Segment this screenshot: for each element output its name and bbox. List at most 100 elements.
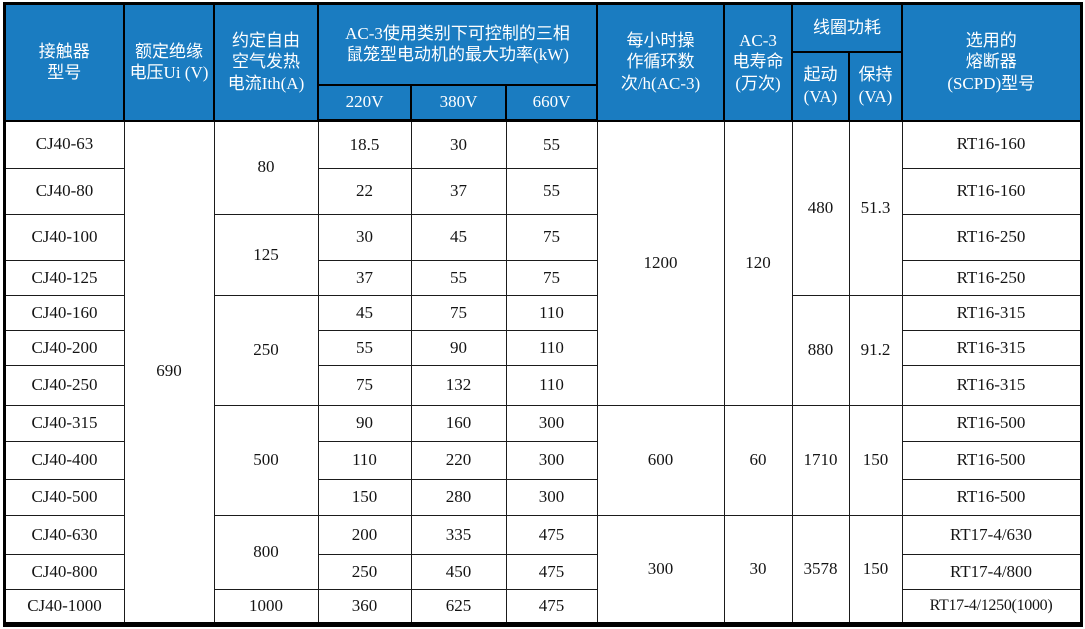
kw-380-cell: 335 [410, 515, 507, 555]
ui-cell: 690 [123, 120, 215, 625]
kw-220-cell: 360 [317, 589, 412, 625]
coil-hold-cell: 150 [848, 515, 903, 625]
kw-380-cell: 30 [410, 120, 507, 169]
header-coil-hold: 保持 (VA) [848, 50, 903, 122]
ith-cell: 800 [213, 515, 319, 590]
cycles-cell: 1200 [596, 120, 725, 406]
table-row: CJ40-800 250 450 475 RT17-4/800 [3, 554, 1082, 590]
fuse-cell: RT16-500 [901, 479, 1082, 516]
life-cell: 60 [723, 405, 793, 516]
header-380v: 380V [410, 83, 507, 122]
model-cell: CJ40-125 [3, 260, 125, 296]
kw-220-cell: 110 [317, 441, 412, 480]
kw-380-cell: 55 [410, 260, 507, 296]
model-cell: CJ40-315 [3, 405, 125, 442]
coil-hold-cell: 91.2 [848, 295, 903, 406]
kw-220-cell: 22 [317, 168, 412, 215]
kw-220-cell: 150 [317, 479, 412, 516]
fuse-cell: RT16-500 [901, 441, 1082, 480]
header-row-3: 220V 380V 660V [4, 83, 1081, 122]
header-electrical-life: AC-3 电寿命 (万次) [723, 2, 793, 122]
header-coil-start: 起动 (VA) [791, 50, 850, 122]
table-header: 接触器 型号 额定绝缘 电压Ui (V) 约定自由 空气发热 电流Ith(A) … [3, 2, 1082, 122]
model-cell: CJ40-500 [3, 479, 125, 516]
ith-cell: 80 [213, 120, 319, 215]
kw-380-cell: 75 [410, 295, 507, 331]
life-cell: 30 [723, 515, 793, 625]
fuse-cell: RT16-315 [901, 295, 1082, 331]
coil-start-cell: 3578 [791, 515, 850, 625]
kw-660-cell: 75 [505, 214, 598, 261]
kw-380-cell: 220 [410, 441, 507, 480]
kw-220-cell: 55 [317, 330, 412, 366]
header-model: 接触器 型号 [3, 2, 125, 122]
kw-380-cell: 37 [410, 168, 507, 215]
kw-660-cell: 110 [505, 295, 598, 331]
kw-380-cell: 450 [410, 554, 507, 590]
kw-220-cell: 250 [317, 554, 412, 590]
fuse-cell: RT16-250 [901, 260, 1082, 296]
table-row: CJ40-250 75 132 110 RT16-315 [3, 365, 1082, 406]
table-row: CJ40-630 800 200 335 475 300 30 3578 150… [3, 515, 1082, 625]
model-cell: CJ40-250 [3, 365, 125, 406]
model-cell: CJ40-400 [3, 441, 125, 480]
kw-220-cell: 30 [317, 214, 412, 261]
model-cell: CJ40-80 [3, 168, 125, 215]
model-cell: CJ40-200 [3, 330, 125, 366]
kw-660-cell: 475 [505, 589, 598, 625]
ith-cell: 250 [213, 295, 319, 406]
kw-380-cell: 160 [410, 405, 507, 442]
fuse-cell: RT16-160 [901, 168, 1082, 215]
kw-660-cell: 300 [505, 441, 598, 480]
kw-220-cell: 18.5 [317, 120, 412, 169]
model-cell: CJ40-63 [3, 120, 125, 169]
header-thermal-current: 约定自由 空气发热 电流Ith(A) [213, 2, 319, 122]
kw-660-cell: 475 [505, 515, 598, 555]
coil-start-cell: 880 [791, 295, 850, 406]
kw-660-cell: 75 [505, 260, 598, 296]
kw-220-cell: 90 [317, 405, 412, 442]
kw-380-cell: 625 [410, 589, 507, 625]
table-row: CJ40-80 22 37 55 RT16-160 [3, 168, 1082, 215]
ith-cell: 125 [213, 214, 319, 296]
header-fuse: 选用的 熔断器 (SCPD)型号 [901, 2, 1082, 122]
fuse-cell: RT17-4/800 [901, 554, 1082, 590]
header-rated-voltage: 额定绝缘 电压Ui (V) [123, 2, 215, 122]
fuse-cell: RT16-315 [901, 330, 1082, 366]
ith-cell: 500 [213, 405, 319, 516]
table-row: CJ40-63 690 80 18.5 30 55 1200 120 480 5… [3, 120, 1082, 625]
table-row: CJ40-500 150 280 300 RT16-500 [3, 479, 1082, 516]
header-660v: 660V [505, 83, 598, 122]
coil-hold-cell: 51.3 [848, 120, 903, 296]
table-row: CJ40-200 55 90 110 RT16-315 [3, 330, 1082, 366]
table-row: CJ40-100 125 30 45 75 RT16-250 [3, 214, 1082, 296]
kw-660-cell: 55 [505, 168, 598, 215]
header-220v: 220V [317, 83, 412, 122]
coil-start-cell: 480 [791, 120, 850, 296]
coil-start-cell: 1710 [791, 405, 850, 516]
kw-660-cell: 110 [505, 330, 598, 366]
kw-660-cell: 300 [505, 405, 598, 442]
model-cell: CJ40-160 [3, 295, 125, 331]
fuse-cell: RT16-500 [901, 405, 1082, 442]
fuse-cell: RT16-315 [901, 365, 1082, 406]
table-row: CJ40-400 110 220 300 RT16-500 [3, 441, 1082, 480]
model-cell: CJ40-630 [3, 515, 125, 555]
model-cell: CJ40-800 [3, 554, 125, 590]
header-cycles: 每小时操 作循环数 次/h(AC-3) [596, 2, 725, 122]
kw-660-cell: 110 [505, 365, 598, 406]
kw-220-cell: 75 [317, 365, 412, 406]
header-coil-power-group: 线圈功耗 [791, 2, 903, 53]
kw-660-cell: 475 [505, 554, 598, 590]
kw-660-cell: 55 [505, 120, 598, 169]
kw-380-cell: 280 [410, 479, 507, 516]
kw-220-cell: 37 [317, 260, 412, 296]
kw-220-cell: 45 [317, 295, 412, 331]
kw-380-cell: 45 [410, 214, 507, 261]
table-row: CJ40-1000 1000 360 625 475 RT17-4/1250(1… [3, 589, 1082, 625]
table-body: CJ40-63 690 80 18.5 30 55 1200 120 480 5… [3, 120, 1082, 625]
header-kw-group: AC-3使用类别下可控制的三相 鼠笼型电动机的最大功率(kW) [317, 2, 598, 86]
kw-380-cell: 90 [410, 330, 507, 366]
